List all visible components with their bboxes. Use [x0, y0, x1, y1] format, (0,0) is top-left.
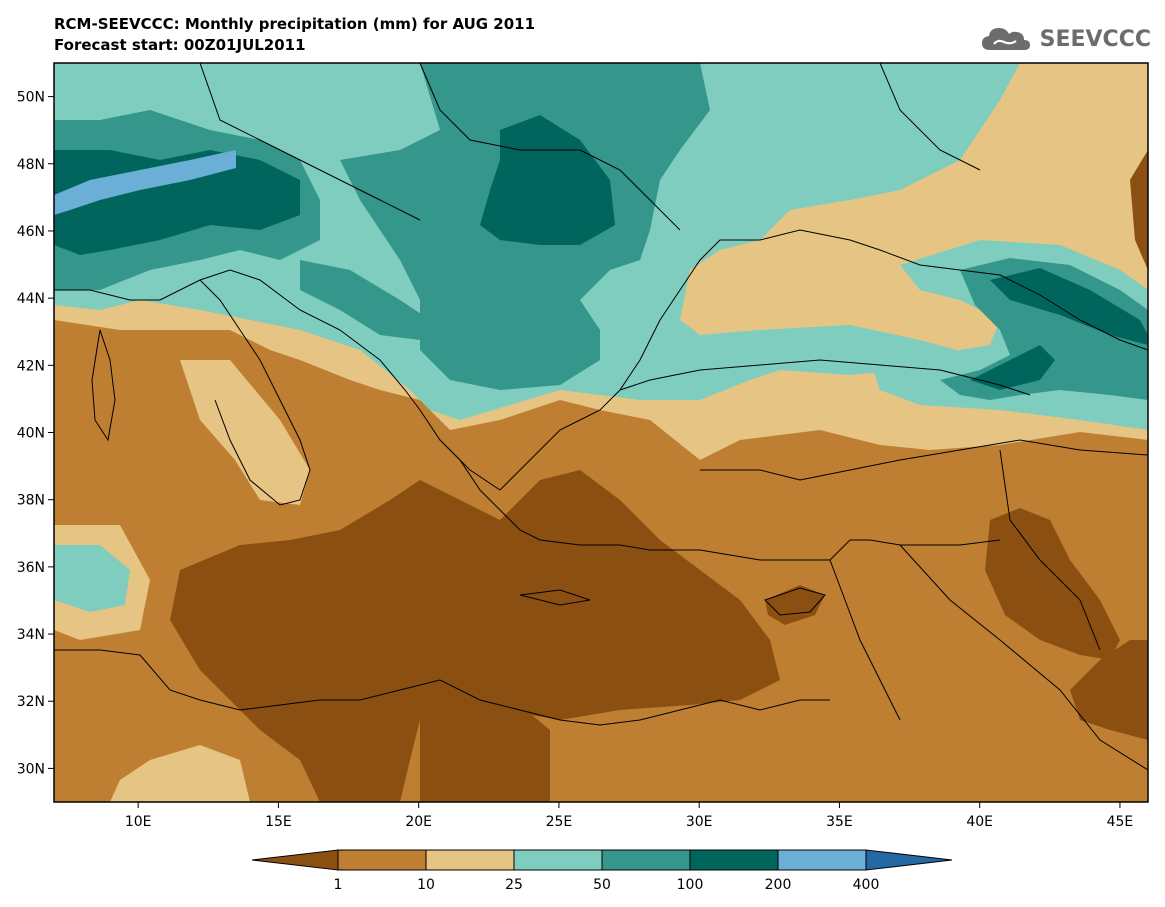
lat-tick-label: 46N — [17, 224, 45, 240]
colorbar-threshold-label: 1 — [334, 877, 343, 893]
colorbar-box — [337, 849, 427, 871]
colorbar-box — [513, 849, 603, 871]
colorbar-box — [689, 849, 779, 871]
map-title: RCM-SEEVCCC: Monthly precipitation (mm) … — [54, 15, 536, 33]
colorbar-threshold-label: 50 — [593, 877, 611, 893]
lon-tick-label: 40E — [966, 814, 993, 830]
latitude-axis: 50N 48N 46N 44N 42N 40N 38N 36N 34N 32N 30N — [17, 90, 54, 777]
longitude-axis: 10E 15E 20E 25E 30E 35E 40E 45E — [125, 802, 1133, 830]
field-below-1-east-edge — [1130, 150, 1148, 270]
lon-tick-label: 35E — [826, 814, 853, 830]
colorbar-high-triangle — [865, 849, 953, 871]
field-200-400-hungary — [480, 115, 615, 245]
field-25-50-libya — [110, 745, 250, 802]
lat-tick-label: 30N — [17, 761, 45, 777]
lon-tick-label: 45E — [1107, 814, 1134, 830]
lon-tick-label: 20E — [405, 814, 432, 830]
field-100-200-caucasus — [940, 258, 1148, 400]
seevccc-logo: SEEVCCC — [980, 22, 1151, 56]
lat-tick-label: 44N — [17, 291, 45, 307]
colorbar-box — [425, 849, 515, 871]
colorbar-low-triangle — [251, 849, 339, 871]
colorbar-threshold-label: 200 — [765, 877, 792, 893]
colorbar-legend: 1 10 25 50 100 200 400 — [251, 849, 953, 893]
lon-tick-label: 30E — [686, 814, 713, 830]
cloud-icon — [981, 28, 1030, 50]
colorbar-threshold-label: 100 — [677, 877, 704, 893]
colorbar-threshold-label: 10 — [417, 877, 435, 893]
logo-text: SEEVCCC — [1039, 26, 1151, 52]
field-below-1-libya — [420, 690, 550, 802]
field-100-200-adriatic — [300, 260, 430, 340]
lat-tick-label: 48N — [17, 157, 45, 173]
lat-tick-label: 40N — [17, 426, 45, 442]
lon-tick-label: 25E — [546, 814, 573, 830]
colorbar-box — [777, 849, 867, 871]
lat-tick-label: 42N — [17, 358, 45, 374]
coastlines — [54, 63, 1148, 771]
field-below-1-gulf — [1070, 640, 1148, 740]
lat-tick-label: 50N — [17, 90, 45, 106]
lat-tick-label: 32N — [17, 694, 45, 710]
field-200-400-caucasus — [990, 268, 1148, 345]
field-25-50-italy — [180, 360, 310, 505]
lat-tick-label: 34N — [17, 627, 45, 643]
lat-tick-label: 38N — [17, 493, 45, 509]
field-50-100-tunisia — [54, 545, 130, 612]
lon-tick-label: 10E — [125, 814, 152, 830]
lat-tick-label: 36N — [17, 560, 45, 576]
field-200-400-georgia — [970, 345, 1055, 390]
colorbar-threshold-label: 25 — [505, 877, 523, 893]
lon-tick-label: 15E — [265, 814, 292, 830]
field-below-1 — [170, 470, 780, 802]
forecast-start-label: Forecast start: 00Z01JUL2011 — [54, 36, 306, 54]
colorbar-box — [601, 849, 691, 871]
field-400-plus — [54, 150, 236, 215]
field-below-1-iraq — [985, 508, 1120, 660]
colorbar-threshold-label: 400 — [853, 877, 880, 893]
